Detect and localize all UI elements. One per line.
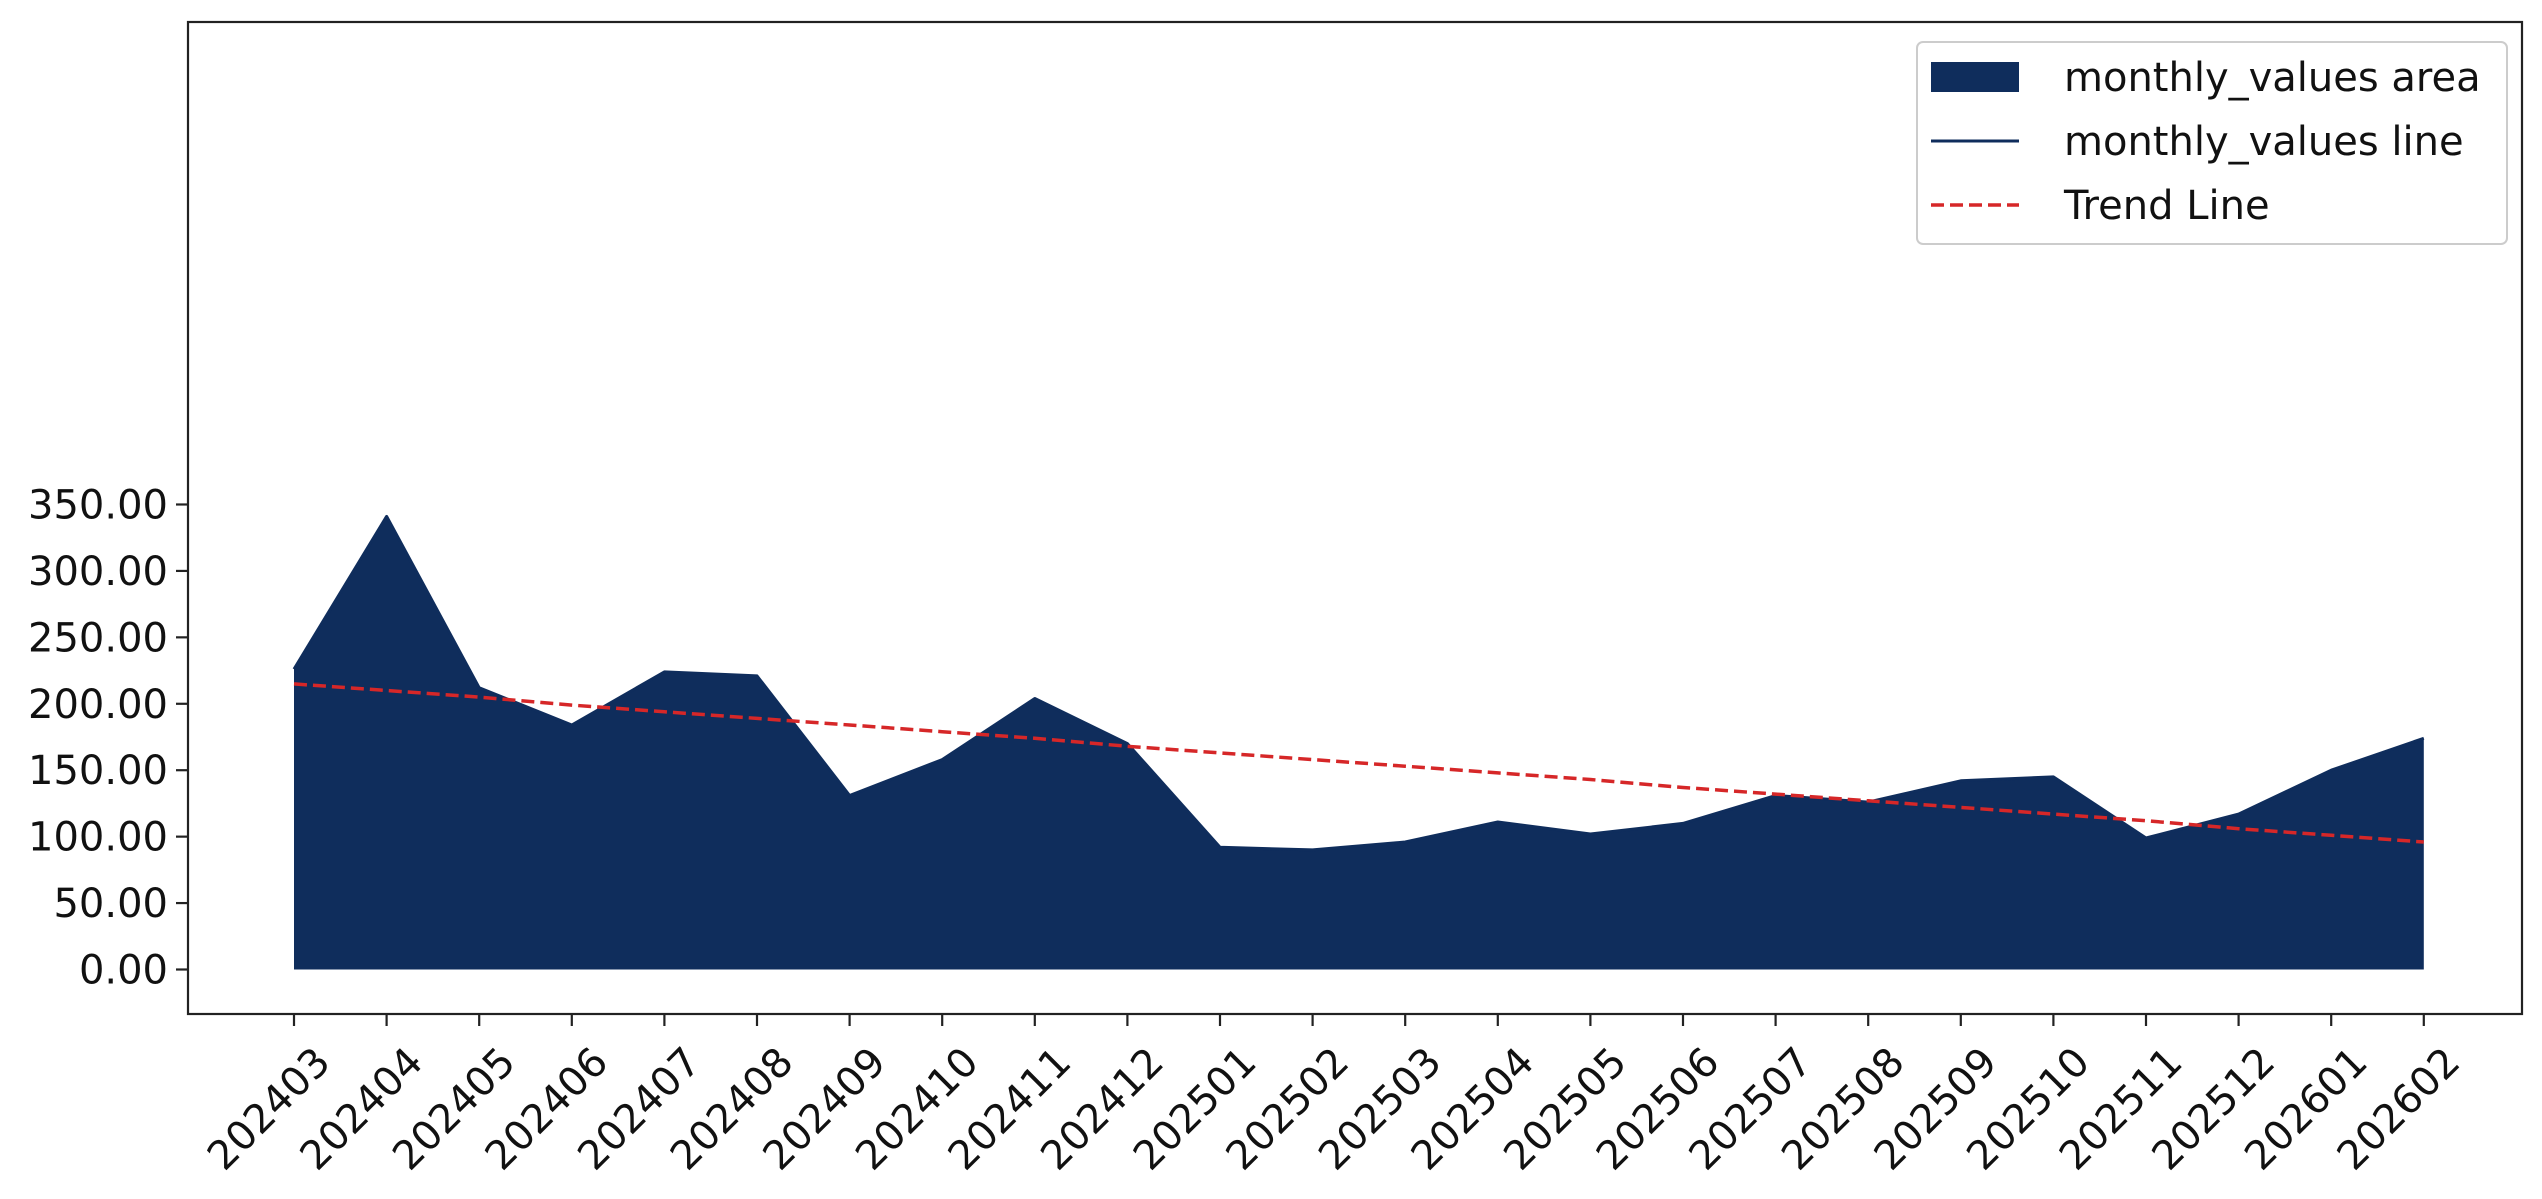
axes-frame	[186, 20, 2524, 1016]
legend: monthly_values area monthly_values line Tr…	[1916, 41, 2508, 245]
y-tick-label: 150.00	[28, 748, 168, 794]
y-tick-label: 250.00	[28, 615, 168, 661]
y-tick-label: 100.00	[28, 815, 168, 861]
legend-box	[1916, 41, 2508, 245]
line-series-1	[292, 514, 2425, 852]
y-tick-label: 350.00	[28, 482, 168, 528]
plot-area	[292, 514, 2425, 970]
legend-label: monthly_values line	[2064, 119, 2464, 165]
y-tick-label: 200.00	[28, 682, 168, 728]
area-series-0	[294, 516, 2424, 970]
trend-line	[293, 682, 2424, 844]
y-tick-label: 0.00	[79, 948, 168, 994]
y-tick-label: 50.00	[53, 881, 168, 927]
legend-swatch-area	[1931, 62, 2019, 92]
legend-label: monthly_values area	[2064, 55, 2481, 101]
legend-label: Trend Line	[2063, 183, 2270, 229]
y-tick-label: 300.00	[28, 549, 168, 595]
